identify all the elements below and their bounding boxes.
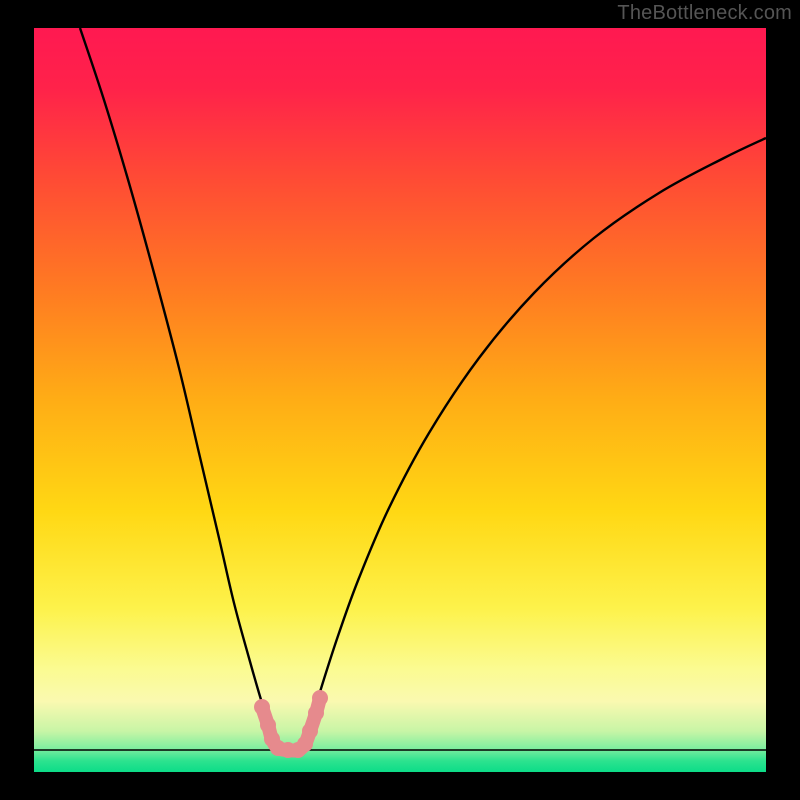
marker-dot [260,717,276,733]
plot-area [34,28,766,772]
chart-outer: TheBottleneck.com [0,0,800,800]
marker-dot [302,723,318,739]
curve-layer [34,28,766,772]
curve-left-branch [80,28,270,728]
marker-dot [254,699,270,715]
curve-right-branch [309,138,766,728]
watermark-text: TheBottleneck.com [617,2,792,25]
marker-dot [308,705,324,721]
marker-dot [312,690,328,706]
